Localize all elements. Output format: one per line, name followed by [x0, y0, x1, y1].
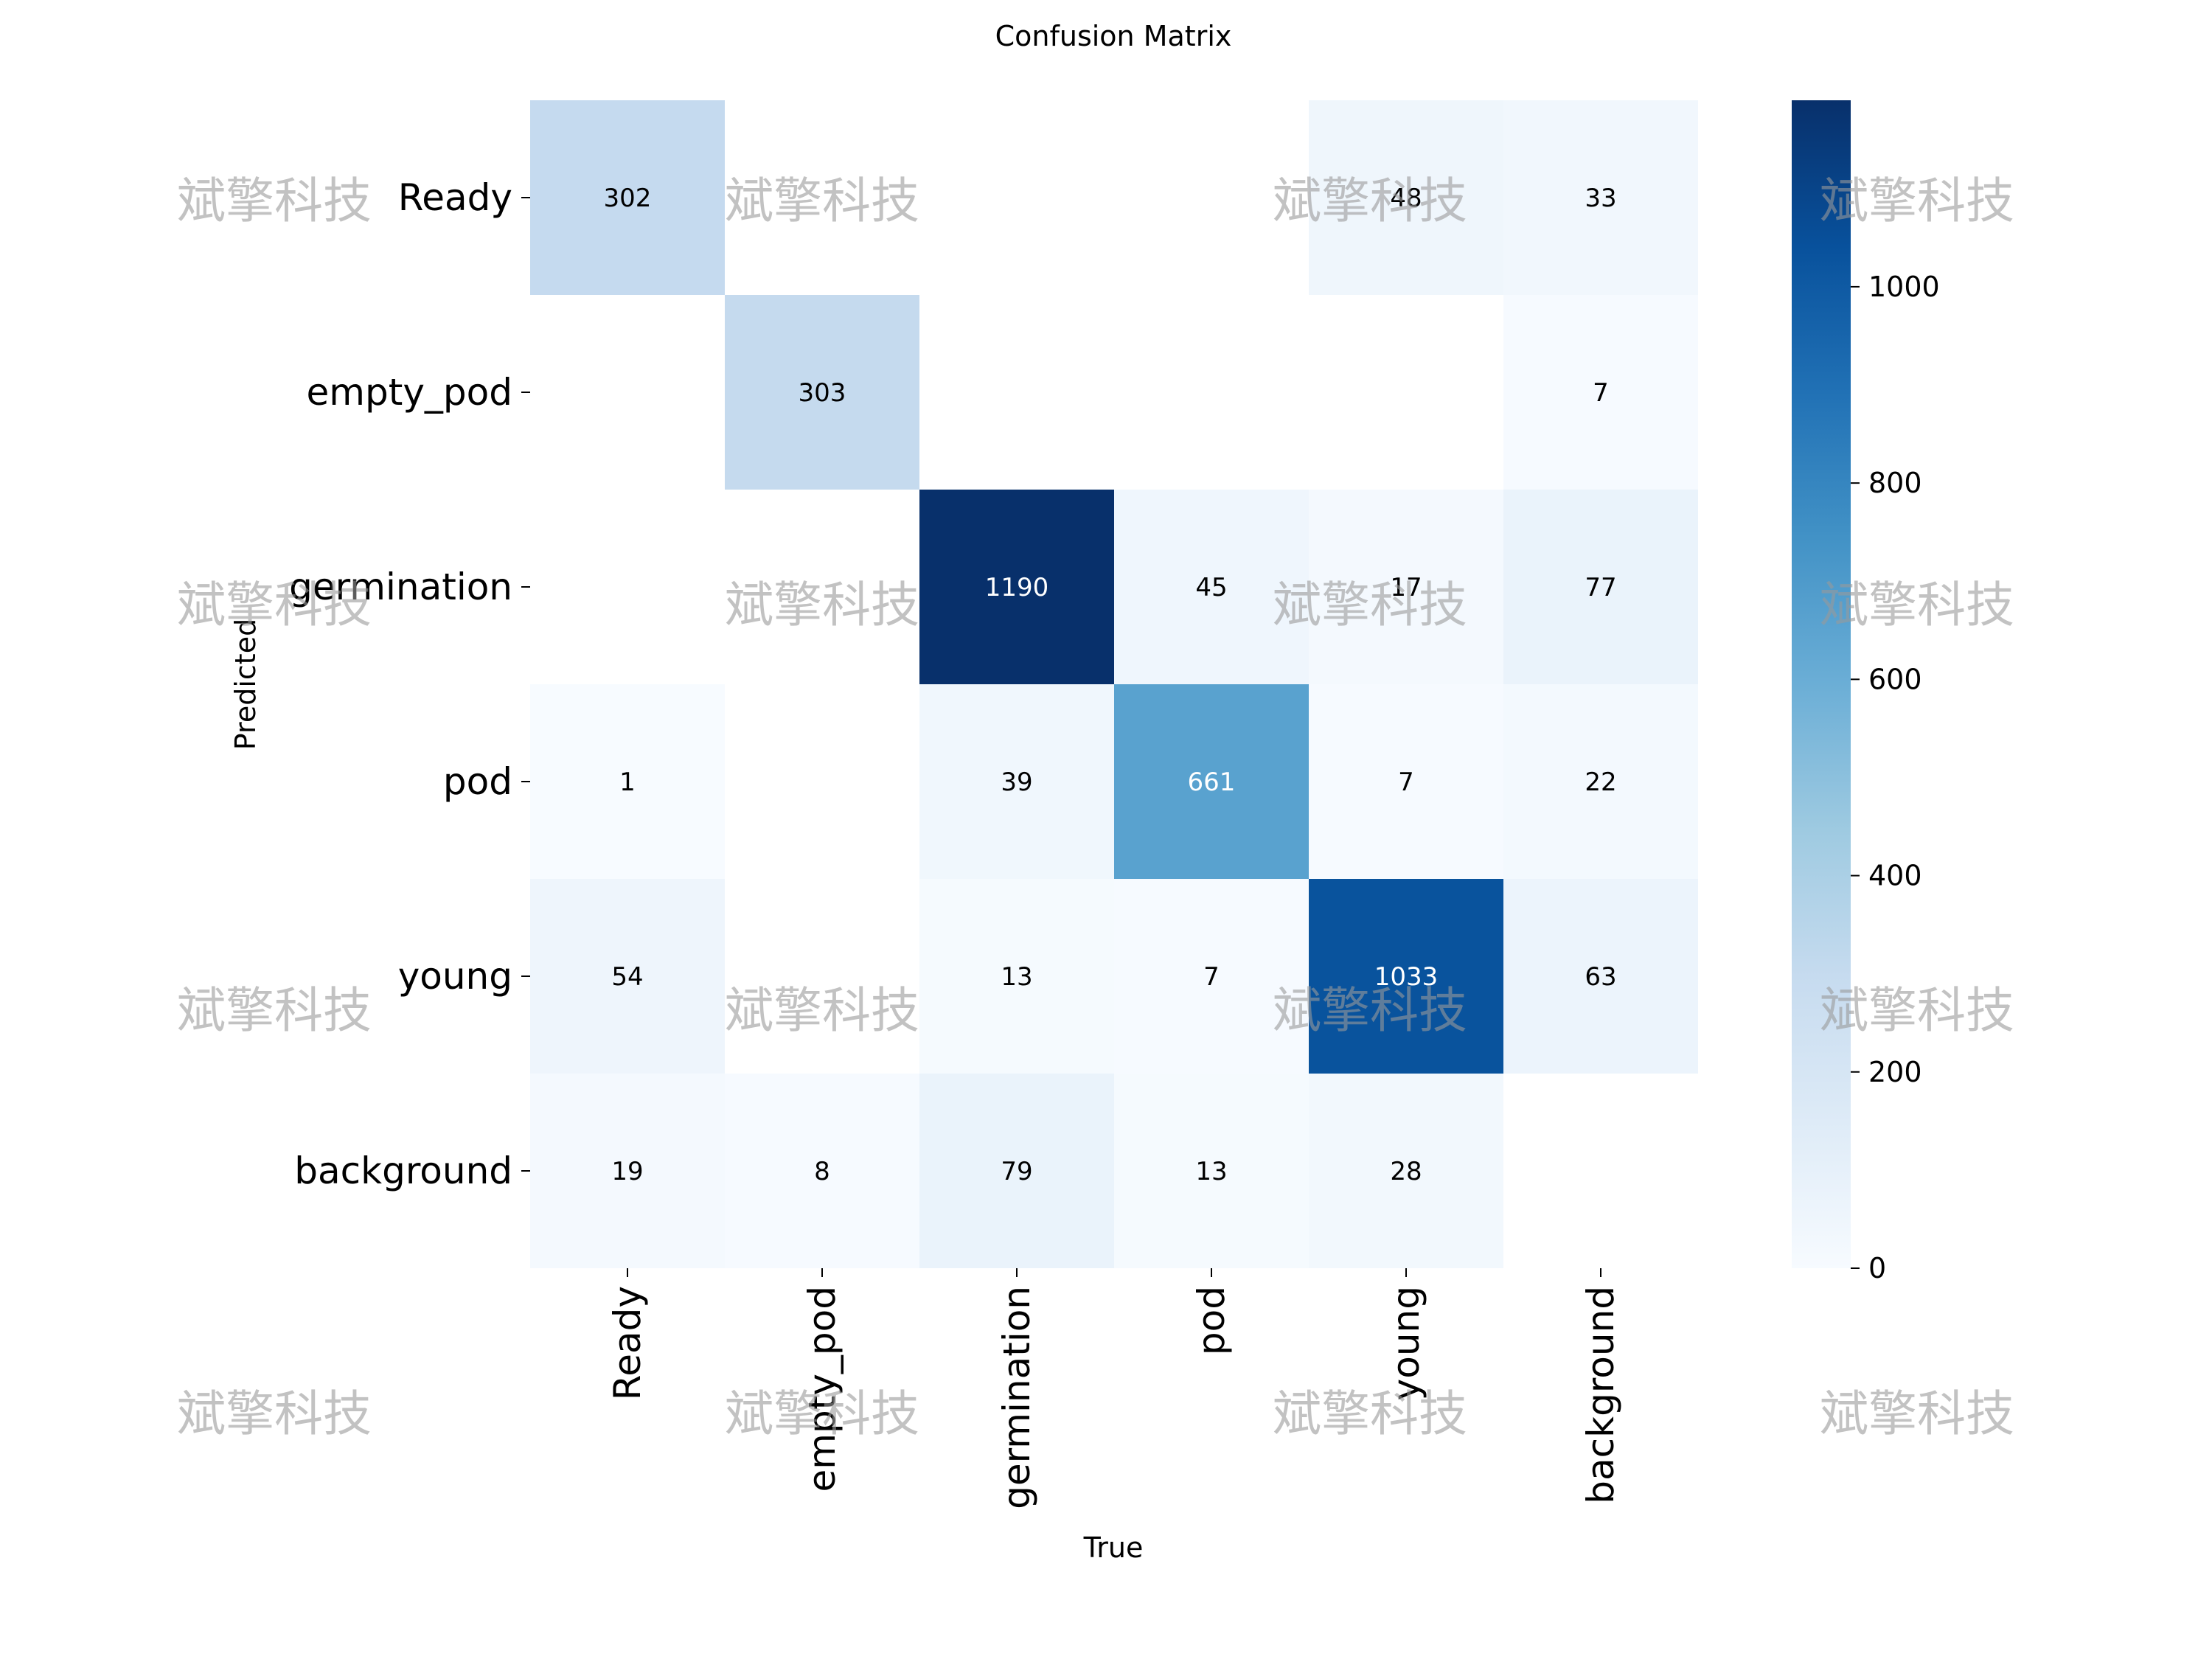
watermark-text: 斌擎科技	[177, 982, 372, 1039]
colorbar-tick-label: 800	[1868, 467, 1922, 499]
cell-value-label: 28	[1390, 1157, 1422, 1186]
y-tick-label: pod	[443, 760, 512, 803]
cell-value-label: 1	[619, 768, 636, 797]
watermark-text: 斌擎科技	[725, 1385, 919, 1442]
x-tick-label: pod	[1190, 1286, 1233, 1355]
watermark-text: 斌擎科技	[1273, 982, 1467, 1039]
colorbar-gradient	[1792, 100, 1851, 1268]
cell-value-label: 13	[1001, 962, 1032, 992]
chart-title: Confusion Matrix	[995, 20, 1232, 52]
watermark-text: 斌擎科技	[1273, 1385, 1467, 1442]
cell-value-label: 7	[1593, 378, 1609, 408]
colorbar-tick-label: 400	[1868, 860, 1922, 892]
watermark-text: 斌擎科技	[1820, 1385, 2014, 1442]
colorbar-tick-label: 1000	[1868, 271, 1940, 303]
cell-value-label: 77	[1585, 573, 1616, 602]
cell-value-label: 19	[611, 1157, 643, 1186]
y-tick-label: young	[398, 955, 512, 998]
cell-value-label: 63	[1585, 962, 1616, 992]
y-tick-label: Ready	[398, 176, 512, 219]
cell-value-label: 45	[1195, 573, 1227, 602]
watermark-text: 斌擎科技	[177, 173, 372, 229]
cell-value-label: 22	[1585, 768, 1616, 797]
cell-value-label: 302	[604, 184, 652, 213]
watermark-text: 斌擎科技	[1273, 577, 1467, 633]
cell-value-label: 79	[1001, 1157, 1032, 1186]
cell-value-label: 54	[611, 962, 643, 992]
x-tick-label: background	[1579, 1286, 1622, 1504]
cell-value-label: 39	[1001, 768, 1032, 797]
watermark-text: 斌擎科技	[1273, 173, 1467, 229]
confusion-matrix-chart: Confusion Matrix True Predicted 302 48 333…	[0, 0, 2212, 1659]
watermark-text: 斌擎科技	[1820, 173, 2014, 229]
cell-value-label: 7	[1398, 768, 1414, 797]
colorbar-tick-label: 200	[1868, 1056, 1922, 1088]
watermark-text: 斌擎科技	[1820, 982, 2014, 1039]
y-tick-label: empty_pod	[307, 371, 512, 414]
cell-value-label: 13	[1195, 1157, 1227, 1186]
watermark-text: 斌擎科技	[725, 173, 919, 229]
colorbar: 0 200 400 600 800 1000	[1792, 100, 1940, 1284]
y-tick-label: background	[294, 1150, 512, 1192]
x-tick-label: germination	[995, 1286, 1038, 1509]
cell-value-label: 1190	[985, 573, 1049, 602]
colorbar-tick-label: 0	[1868, 1252, 1886, 1284]
y-axis-ticks: Readyempty_podgerminationpodyoungbackgro…	[289, 176, 530, 1192]
x-tick-label: young	[1385, 1286, 1427, 1400]
watermark-text: 斌擎科技	[725, 577, 919, 633]
watermark-text: 斌擎科技	[725, 982, 919, 1039]
cell-value-label: 33	[1585, 184, 1616, 213]
cell-value-label: 303	[799, 378, 846, 408]
x-tick-label: Ready	[606, 1286, 649, 1400]
watermark-text: 斌擎科技	[177, 1385, 372, 1442]
watermark-text: 斌擎科技	[1820, 577, 2014, 633]
y-axis-label: Predicted	[229, 619, 262, 750]
x-axis-label: True	[1083, 1531, 1144, 1564]
cell-value-label: 661	[1188, 768, 1236, 797]
colorbar-tick-label: 600	[1868, 663, 1922, 695]
watermark-text: 斌擎科技	[177, 577, 372, 633]
cell-value-label: 7	[1203, 962, 1220, 992]
cell-value-label: 8	[814, 1157, 830, 1186]
